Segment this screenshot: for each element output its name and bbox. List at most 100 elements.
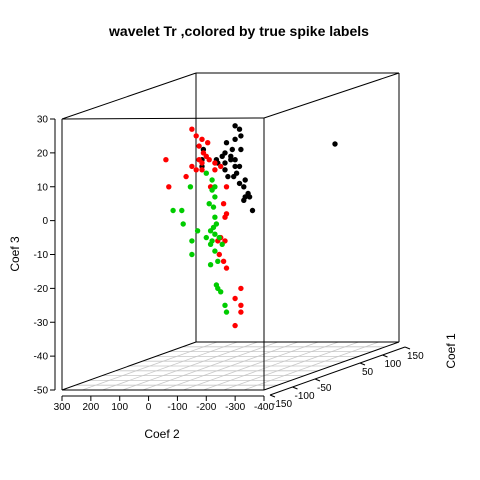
y-tick-label: -10 [34, 250, 49, 261]
z-tick-mark [382, 354, 388, 358]
data-point [236, 180, 243, 187]
box-edge [61, 72, 197, 120]
data-point [232, 322, 238, 329]
data-point [238, 285, 244, 292]
data-point [199, 136, 205, 142]
y-axis: 30 20 10 0 -10 -20 -30 -40 -50 Coef 3 [8, 115, 56, 397]
data-point [207, 241, 214, 247]
data-point [170, 207, 176, 214]
data-point [238, 133, 244, 139]
z-tick-label: -100 [295, 391, 315, 402]
data-point [219, 153, 225, 159]
grid-line [203, 341, 339, 391]
data-point [189, 126, 195, 132]
y-tick-label: 10 [37, 182, 49, 193]
z-tick-label: 50 [362, 367, 374, 378]
data-point [232, 157, 238, 163]
data-point [199, 167, 205, 173]
data-point [179, 207, 185, 214]
data-point [218, 289, 224, 295]
data-point [218, 163, 224, 170]
y-tick-label: -50 [34, 386, 49, 397]
y-tick-label: -40 [34, 352, 49, 363]
data-point [212, 167, 218, 173]
z-tick-mark [292, 386, 298, 390]
data-point [180, 221, 186, 227]
box-back-edges [61, 72, 400, 342]
x-tick-label: 300 [54, 402, 71, 413]
z-tick-label: -50 [317, 383, 332, 394]
x-tick-label: -300 [225, 402, 245, 413]
data-point [242, 177, 248, 183]
grid-line [223, 341, 359, 391]
data-point [207, 228, 214, 234]
data-point [232, 295, 238, 302]
z-tick-mark [269, 394, 276, 398]
y-tick-label: 20 [37, 148, 49, 159]
y-tick-label: 30 [37, 115, 49, 126]
data-point [166, 184, 172, 190]
data-point [212, 231, 218, 237]
data-point [212, 160, 218, 166]
data-point [223, 265, 230, 271]
data-point [246, 194, 253, 200]
data-point [215, 258, 221, 264]
data-point [222, 160, 228, 166]
x-axis: 300 200 100 0 -100 -200 -300 -400 Coef 2 [54, 395, 274, 441]
data-point [183, 173, 189, 180]
data-point [229, 146, 235, 153]
data-point [222, 214, 228, 220]
data-points [163, 123, 338, 329]
data-point [223, 140, 230, 146]
z-tick-label: -150 [272, 399, 292, 410]
data-point [216, 251, 222, 258]
x-tick-label: -400 [254, 402, 274, 413]
data-point [212, 214, 218, 220]
data-point [332, 141, 338, 147]
box-edge [61, 117, 265, 120]
z-tick-label: 150 [407, 351, 424, 362]
data-point [225, 173, 231, 180]
data-point [212, 194, 218, 200]
floor-grid [75, 341, 386, 391]
data-point [199, 160, 205, 166]
data-point [228, 157, 234, 163]
x-tick-label: 100 [111, 402, 128, 413]
z-tick-mark [404, 346, 411, 350]
box-edge [263, 341, 400, 391]
data-point [206, 201, 212, 207]
data-point [209, 177, 215, 183]
data-point [189, 238, 195, 244]
z-tick-label: 100 [385, 359, 402, 370]
x-tick-label: 0 [146, 402, 152, 413]
box-front-edges [61, 118, 400, 391]
z-tick-mark [359, 362, 366, 366]
box-edge [61, 341, 197, 391]
data-point [222, 302, 228, 308]
data-point [220, 258, 227, 264]
data-point [219, 241, 225, 247]
data-point [231, 173, 237, 180]
data-point [207, 262, 214, 268]
data-point [232, 136, 238, 142]
data-point [203, 234, 209, 241]
data-point [194, 228, 201, 234]
grid-line [183, 341, 319, 391]
data-point [238, 146, 244, 153]
data-point [249, 207, 256, 214]
data-point [220, 201, 227, 207]
data-point [238, 309, 244, 315]
data-point [232, 123, 238, 129]
data-point [241, 184, 247, 190]
data-point [193, 167, 199, 173]
x-axis-label: Coef 2 [144, 427, 180, 441]
data-point [189, 251, 195, 258]
x-tick-label: -200 [196, 402, 216, 413]
x-tick-label: 200 [83, 402, 100, 413]
data-point [238, 302, 244, 308]
data-point [210, 204, 217, 210]
data-point [232, 163, 238, 170]
data-point [236, 126, 243, 132]
y-tick-label: 0 [42, 216, 48, 227]
y-axis-label: Coef 3 [8, 236, 22, 272]
